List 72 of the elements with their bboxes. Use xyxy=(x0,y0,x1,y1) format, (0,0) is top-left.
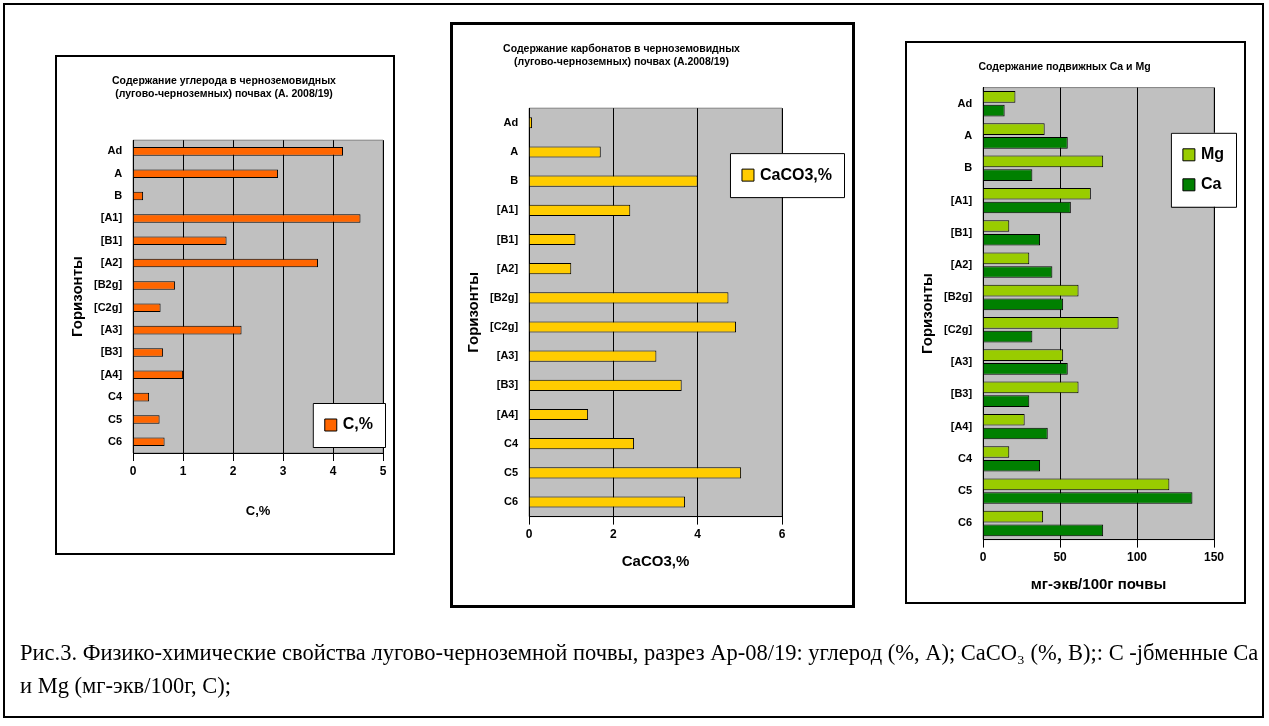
y-tick-label: [A3] xyxy=(950,355,973,368)
x-tick-label: 150 xyxy=(1203,550,1225,565)
y-tick-label: [C2g] xyxy=(944,322,973,335)
y-tick-label: B xyxy=(510,174,519,187)
y-tick-label: B xyxy=(964,161,973,174)
x-axis-title: мг-экв/100г почвы xyxy=(1030,575,1167,593)
legend-label: C,% xyxy=(342,415,374,433)
x-axis-title: C,% xyxy=(245,502,271,518)
y-tick-label: [A4] xyxy=(100,367,123,380)
y-axis-title: Горизонты xyxy=(68,256,86,337)
y-tick-label: [B1] xyxy=(100,233,123,246)
x-tick-label: 2 xyxy=(610,527,618,542)
y-tick-label: B xyxy=(114,189,123,202)
y-tick-label: [A1] xyxy=(496,203,519,216)
y-tick-label: C4 xyxy=(958,451,973,464)
y-tick-label: C5 xyxy=(958,484,973,497)
y-tick-label: [B2g] xyxy=(490,290,519,303)
y-tick-label: C6 xyxy=(958,516,973,529)
y-tick-label: C5 xyxy=(504,465,519,478)
y-tick-label: [B2g] xyxy=(94,278,123,291)
y-tick-label: [A1] xyxy=(950,193,973,206)
y-tick-label: [B1] xyxy=(496,232,519,245)
y-tick-label: [A2] xyxy=(100,256,123,269)
x-tick-label: 1 xyxy=(179,463,187,478)
y-tick-label: C6 xyxy=(504,495,519,508)
y-tick-label: A xyxy=(114,166,123,179)
y-tick-label: Ad xyxy=(107,144,123,157)
x-tick-label: 0 xyxy=(979,550,987,565)
y-tick-label: C5 xyxy=(108,412,123,425)
y-tick-label: C6 xyxy=(108,434,123,447)
y-tick-label: C4 xyxy=(504,436,519,449)
text: Содержание углерода в черноземовидных xyxy=(112,74,336,87)
text: (лугово-черноземных) почвах (А. 2008/19) xyxy=(115,86,333,99)
y-tick-label: [A3] xyxy=(100,323,123,336)
y-tick-label: C4 xyxy=(108,390,123,403)
y-tick-label: [A4] xyxy=(950,419,973,432)
x-tick-label: 0 xyxy=(129,463,137,478)
y-tick-label: [C2g] xyxy=(490,320,519,333)
y-tick-label: Ad xyxy=(957,96,973,109)
y-tick-label: [A3] xyxy=(496,349,519,362)
x-tick-label: 5 xyxy=(379,463,387,478)
y-tick-label: [B3] xyxy=(100,345,123,358)
y-tick-label: A xyxy=(964,129,973,142)
text: Рис.3. Физико-химические свойства лугово-черноземной почвы, разрез Ар-08/19: углерод (%, А); CaCO₃ (%, В);: С -jбменные Са и Mg (мг-экв/100г, С); xyxy=(20,639,1260,700)
x-tick-label: 6 xyxy=(778,527,786,542)
y-tick-label: A xyxy=(510,144,519,157)
y-tick-label: [B3] xyxy=(496,378,519,391)
legend-label: Mg xyxy=(1200,145,1225,163)
x-tick-label: 100 xyxy=(1127,550,1148,565)
x-tick-label: 4 xyxy=(694,527,702,542)
y-tick-label: [A4] xyxy=(496,407,519,420)
chart-title: Содержание подвижных Ca и Mg xyxy=(978,60,1151,73)
y-axis-title: Горизонты xyxy=(464,272,482,353)
legend-label: Ca xyxy=(1200,175,1222,193)
text: (лугово-черноземных) почвах (А.2008/19) xyxy=(514,54,729,67)
legend-label: CaCO3,% xyxy=(759,165,833,183)
y-tick-label: [A1] xyxy=(100,211,123,224)
x-tick-label: 3 xyxy=(279,463,287,478)
y-tick-label: [B2g] xyxy=(944,290,973,303)
y-tick-label: [B3] xyxy=(950,387,973,400)
x-axis-title: CaCO3,% xyxy=(621,552,690,570)
y-tick-label: [B1] xyxy=(950,225,973,238)
y-axis-title: Горизонты xyxy=(918,273,936,354)
x-tick-label: 50 xyxy=(1053,550,1068,565)
text: Содержание карбонатов в черноземовидных xyxy=(503,42,740,55)
x-tick-label: 2 xyxy=(229,463,237,478)
y-tick-label: [C2g] xyxy=(94,300,123,313)
x-tick-label: 0 xyxy=(525,527,533,542)
y-tick-label: Ad xyxy=(503,115,519,128)
x-tick-label: 4 xyxy=(329,463,337,478)
y-tick-label: [A2] xyxy=(496,261,519,274)
y-tick-label: [A2] xyxy=(950,258,973,271)
